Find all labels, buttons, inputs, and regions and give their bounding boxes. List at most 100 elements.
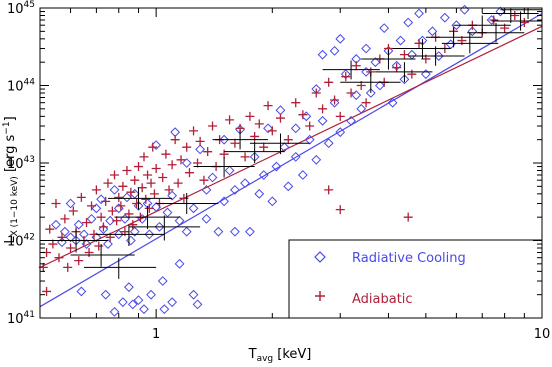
radiative-point	[365, 88, 376, 98]
adiabatic-point	[291, 98, 301, 108]
radiative-point	[96, 194, 107, 205]
data-layer	[38, 4, 543, 317]
radiative-point	[76, 286, 87, 297]
adiabatic-point	[399, 50, 409, 60]
adiabatic-point	[351, 61, 361, 71]
radiative-point	[219, 134, 230, 145]
adiabatic-point	[335, 111, 345, 121]
radiative-point	[127, 299, 138, 310]
adiabatic-point	[60, 214, 70, 224]
adiabatic-point	[167, 160, 177, 170]
legend: Radiative Cooling Adiabatic	[288, 239, 543, 319]
adiabatic-point	[318, 104, 328, 114]
adiabatic-point	[176, 155, 186, 165]
adiabatic-point	[122, 166, 132, 176]
radiative-point	[351, 90, 362, 101]
radiative-point	[188, 289, 199, 300]
observation-point	[156, 193, 219, 214]
legend-items: Radiative Cooling Adiabatic	[314, 251, 466, 307]
radiative-point	[395, 35, 406, 46]
radiative-point	[103, 239, 113, 249]
adiabatic-point	[254, 119, 264, 129]
radiative-point	[109, 184, 120, 195]
radiative-point	[230, 226, 240, 237]
radiative-point	[181, 226, 192, 237]
adiabatic-point	[330, 95, 340, 105]
radiative-point	[113, 203, 124, 214]
adiabatic-point	[118, 181, 128, 191]
observation-point	[375, 62, 433, 83]
radiative-point	[245, 226, 255, 237]
radiative-point	[188, 203, 199, 214]
radiative-point	[91, 203, 102, 214]
x-tick-label: 1	[152, 327, 160, 342]
radiative-point	[420, 69, 431, 80]
adiabatic-point	[94, 241, 104, 251]
adiabatic-point	[137, 183, 147, 193]
adiabatic-point	[74, 256, 84, 266]
observation-point	[249, 133, 310, 155]
adiabatic-point	[82, 218, 92, 228]
radiative-point	[254, 188, 265, 199]
adiabatic-point	[392, 63, 402, 73]
adiabatic-point	[42, 286, 52, 296]
radiative-point	[403, 17, 414, 28]
adiabatic-point	[283, 135, 293, 145]
radiative-point	[290, 151, 301, 162]
y-tick-label: 1044	[7, 78, 35, 95]
x-tick-label: 10	[534, 327, 551, 342]
radiative-point	[144, 229, 155, 240]
radiative-point	[263, 123, 273, 134]
radiative-point	[335, 33, 346, 44]
radiative-point	[59, 226, 70, 237]
observation-point	[212, 129, 269, 150]
adiabatic-point	[324, 185, 334, 195]
radiative-point	[159, 304, 170, 315]
observation-point	[128, 215, 201, 241]
adiabatic-point	[199, 175, 209, 185]
radiative-point	[122, 192, 132, 203]
adiabatic-point	[230, 138, 240, 148]
radiative-point	[467, 26, 478, 37]
radiative-point	[346, 115, 356, 126]
radiative-point	[133, 200, 144, 211]
radiative-point	[361, 66, 371, 77]
observation-point	[441, 33, 499, 54]
radiative-point	[192, 299, 203, 310]
observation-point	[224, 141, 285, 163]
radiative-point	[370, 57, 381, 68]
adiabatic-point	[170, 135, 180, 145]
legend-label-adiabatic: Adiabatic	[352, 292, 413, 307]
radiative-point	[195, 144, 206, 155]
adiabatic-point	[66, 243, 76, 253]
y-tick-label: 1045	[7, 0, 35, 17]
radiative-point	[124, 282, 134, 293]
radiative-point	[174, 215, 185, 226]
adiabatic-point	[98, 222, 108, 232]
observation-point	[467, 23, 525, 43]
observation-point	[425, 27, 483, 48]
radiative-point	[207, 172, 218, 183]
legend-marker-adiabatic	[315, 291, 325, 301]
radiative-point	[146, 289, 156, 300]
adiabatic-point	[112, 216, 122, 226]
adiabatic-point	[189, 126, 199, 136]
adiabatic-point	[101, 196, 111, 206]
adiabatic-point	[132, 199, 142, 209]
adiabatic-point	[148, 142, 158, 152]
adiabatic-point	[335, 205, 345, 215]
adiabatic-point	[143, 170, 153, 180]
y-tick-label: 1043	[7, 155, 35, 172]
observation-point	[340, 71, 401, 94]
radiative-point	[283, 181, 294, 192]
adiabatic-point	[103, 178, 113, 188]
adiabatic-point	[126, 187, 136, 197]
observation-point	[500, 8, 542, 20]
adiabatic-point	[311, 88, 321, 98]
adiabatic-point	[76, 192, 86, 202]
radiative-point	[117, 297, 128, 308]
radiative-point	[154, 221, 165, 232]
adiabatic-point	[45, 224, 55, 234]
radiative-point	[311, 154, 322, 165]
observation-point	[193, 156, 255, 178]
